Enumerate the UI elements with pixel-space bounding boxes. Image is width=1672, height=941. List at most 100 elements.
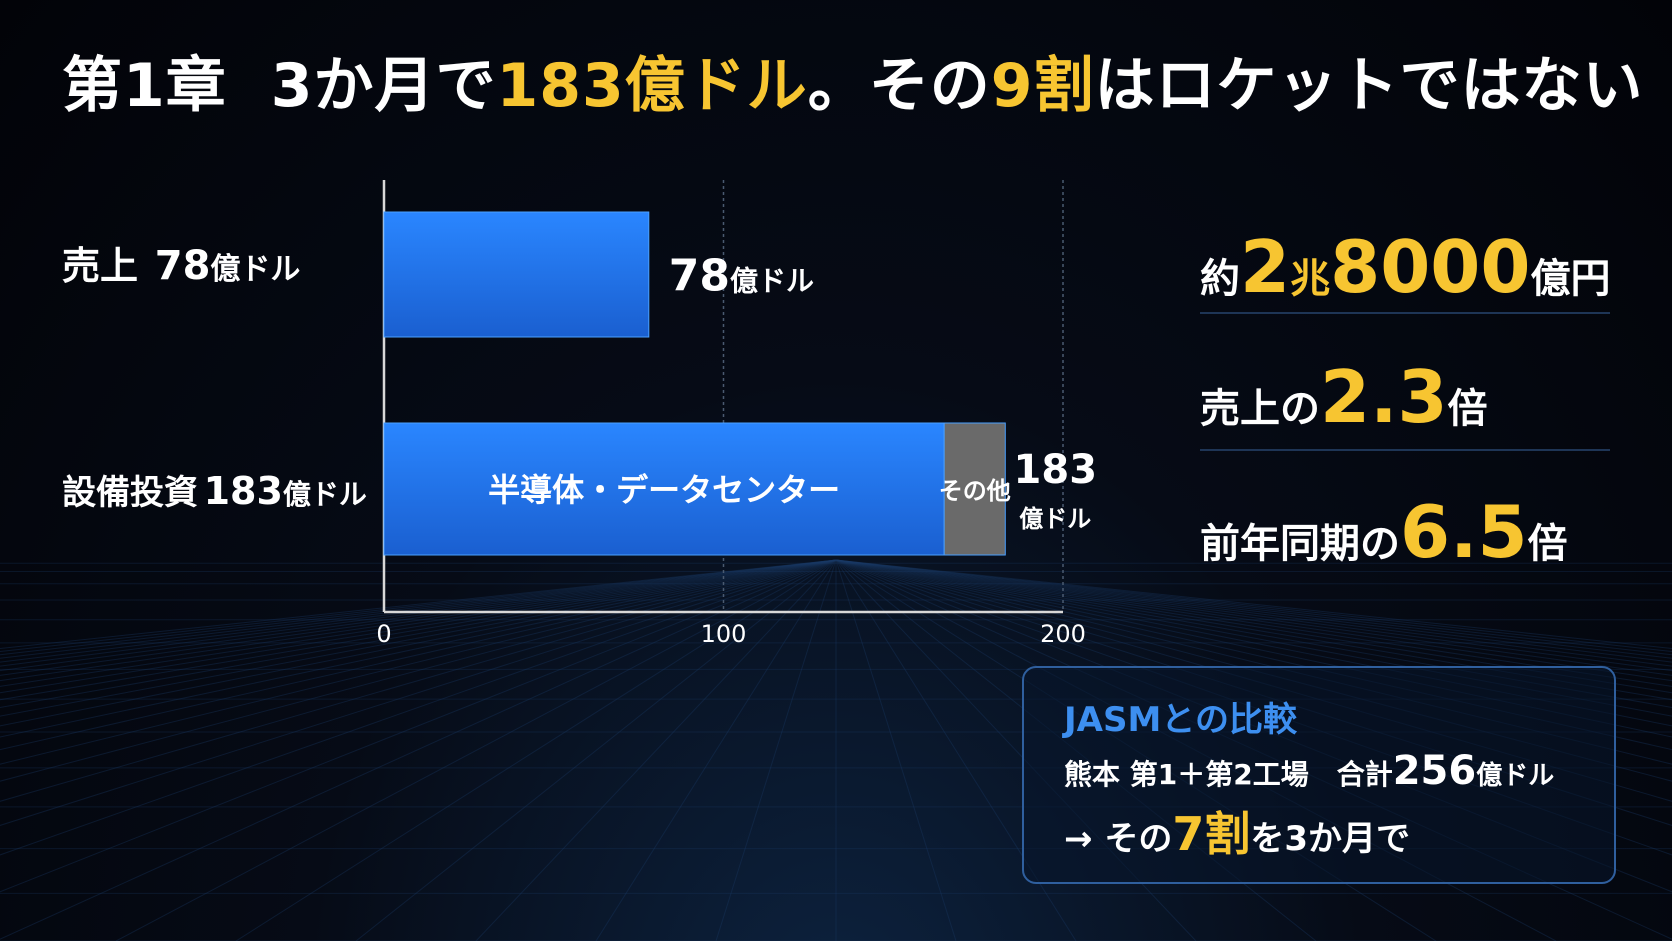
grid-line bbox=[835, 559, 1672, 708]
grid-line bbox=[0, 559, 837, 802]
jasm-comparison-box: JASMとの比較 熊本 第1＋第2工場 合計256億ドル → その7割を3か月で bbox=[1022, 666, 1616, 884]
grid-line bbox=[0, 559, 837, 940]
row-label-capex-name: 設備投資 bbox=[62, 473, 198, 513]
jasm-total-line: 熊本 第1＋第2工場 合計256億ドル bbox=[1064, 748, 1554, 794]
stat-yen: 約2兆8000億円 bbox=[1200, 225, 1611, 309]
grid-line bbox=[0, 559, 837, 765]
bar-segment-other bbox=[943, 422, 1006, 556]
grid-line bbox=[715, 559, 837, 941]
jasm-title: JASMとの比較 bbox=[1064, 700, 1297, 740]
stat-ratio-yoy: 前年同期の6.5倍 bbox=[1200, 490, 1568, 574]
grid-line bbox=[355, 559, 837, 941]
x-tick-label: 200 bbox=[1040, 620, 1086, 648]
stat-ratio-yoy-post: 倍 bbox=[1527, 521, 1568, 567]
grid-line bbox=[835, 559, 1672, 667]
x-tick-label: 0 bbox=[376, 620, 391, 648]
bar-segment-semiconductor-datacenter bbox=[383, 422, 945, 556]
value-label-capex-unit: 億ドル bbox=[1019, 505, 1091, 533]
grid-line bbox=[0, 559, 837, 659]
grid-line bbox=[0, 559, 837, 676]
stat-divider-2 bbox=[1200, 449, 1610, 451]
jasm-ratio-post: を3か月で bbox=[1250, 819, 1411, 859]
row-label-sales-name: 売上 bbox=[62, 244, 139, 288]
grid-line bbox=[0, 559, 837, 687]
grid-line bbox=[475, 559, 837, 941]
grid-line bbox=[0, 559, 837, 782]
row-label-sales: 売上 78億ドル bbox=[62, 235, 300, 290]
jasm-ratio-highlight: 7割 bbox=[1172, 807, 1251, 861]
title-text-1: 3か月で bbox=[270, 51, 497, 121]
grid-line bbox=[115, 559, 837, 941]
grid-line bbox=[0, 559, 837, 682]
page-title: 第1章 3か月で183億ドル。その9割はロケットではない bbox=[62, 44, 1644, 128]
grid-line bbox=[835, 559, 1672, 676]
grid-line bbox=[835, 559, 1672, 765]
x-tick-label: 100 bbox=[701, 620, 747, 648]
row-label-sales-unit: 億ドル bbox=[210, 252, 301, 287]
grid-line bbox=[0, 559, 837, 672]
segment-label-semiconductor: 半導体・データセンター bbox=[488, 471, 840, 509]
grid-line bbox=[835, 559, 1672, 682]
grid-line bbox=[595, 559, 837, 941]
grid-line bbox=[835, 559, 1672, 701]
grid-line bbox=[835, 559, 1672, 663]
title-text-3: はロケットではない bbox=[1094, 51, 1644, 121]
stat-yen-big2: 8000 bbox=[1330, 225, 1531, 309]
jasm-ratio-line: → その7割を3か月で bbox=[1064, 798, 1410, 864]
grid-line bbox=[0, 559, 837, 667]
jasm-ratio-pre: → その bbox=[1064, 819, 1173, 859]
grid-line bbox=[835, 559, 1672, 727]
title-highlight-amount: 183億ドル bbox=[496, 51, 808, 121]
stat-yen-big1: 2 bbox=[1240, 225, 1291, 309]
grid-line bbox=[0, 559, 837, 738]
stat-ratio-sales: 売上の2.3倍 bbox=[1200, 355, 1488, 439]
grid-line bbox=[835, 559, 1672, 738]
grid-line bbox=[835, 559, 1672, 656]
stat-yen-post: 億円 bbox=[1530, 256, 1611, 302]
grid-line bbox=[0, 559, 837, 653]
grid-line bbox=[0, 559, 837, 856]
bar-sales bbox=[383, 211, 650, 338]
grid-line bbox=[0, 559, 837, 656]
grid-line bbox=[0, 559, 837, 717]
title-highlight-ratio: 9割 bbox=[990, 51, 1095, 121]
grid-line bbox=[0, 559, 837, 649]
title-text-2: 。その bbox=[807, 51, 991, 121]
stat-yen-pre: 約 bbox=[1200, 256, 1240, 302]
grid-line bbox=[835, 559, 1672, 649]
row-label-sales-value: 78 bbox=[154, 243, 211, 289]
stat-ratio-yoy-big: 6.5 bbox=[1400, 490, 1528, 574]
value-label-capex-num: 183 bbox=[1014, 447, 1098, 493]
grid-line bbox=[0, 559, 837, 727]
jasm-total-value: 256 bbox=[1392, 748, 1477, 794]
grid-line bbox=[835, 559, 1672, 717]
stat-ratio-sales-post: 倍 bbox=[1447, 386, 1488, 432]
stat-ratio-yoy-pre: 前年同期の bbox=[1200, 521, 1400, 567]
chapter-label: 第1章 bbox=[62, 51, 227, 121]
value-label-sales: 78億ドル bbox=[669, 251, 814, 302]
grid-line bbox=[835, 559, 1672, 653]
grid-line bbox=[0, 559, 837, 751]
grid-line bbox=[835, 559, 1672, 694]
stat-ratio-sales-pre: 売上の bbox=[1200, 386, 1320, 432]
grid-line bbox=[0, 559, 837, 708]
row-label-capex: 設備投資 183億ドル bbox=[62, 465, 367, 514]
stat-divider-1 bbox=[1200, 312, 1610, 314]
grid-line bbox=[835, 559, 1672, 751]
grid-line bbox=[0, 559, 837, 663]
jasm-total-label: 熊本 第1＋第2工場 合計 bbox=[1064, 758, 1393, 791]
value-label-sales-num: 78 bbox=[669, 251, 730, 302]
grid-line bbox=[835, 559, 957, 941]
jasm-total-unit: 億ドル bbox=[1476, 761, 1555, 791]
grid-line bbox=[0, 559, 837, 701]
segment-label-other: その他 bbox=[939, 477, 1011, 505]
grid-line bbox=[835, 559, 1672, 659]
row-label-capex-value: 183 bbox=[203, 469, 283, 513]
grid-line bbox=[0, 559, 837, 694]
grid-line bbox=[835, 559, 1672, 687]
stat-ratio-sales-big: 2.3 bbox=[1320, 355, 1448, 439]
value-label-sales-unit: 億ドル bbox=[730, 265, 814, 298]
grid-line bbox=[235, 559, 837, 941]
row-label-capex-unit: 億ドル bbox=[282, 478, 367, 511]
